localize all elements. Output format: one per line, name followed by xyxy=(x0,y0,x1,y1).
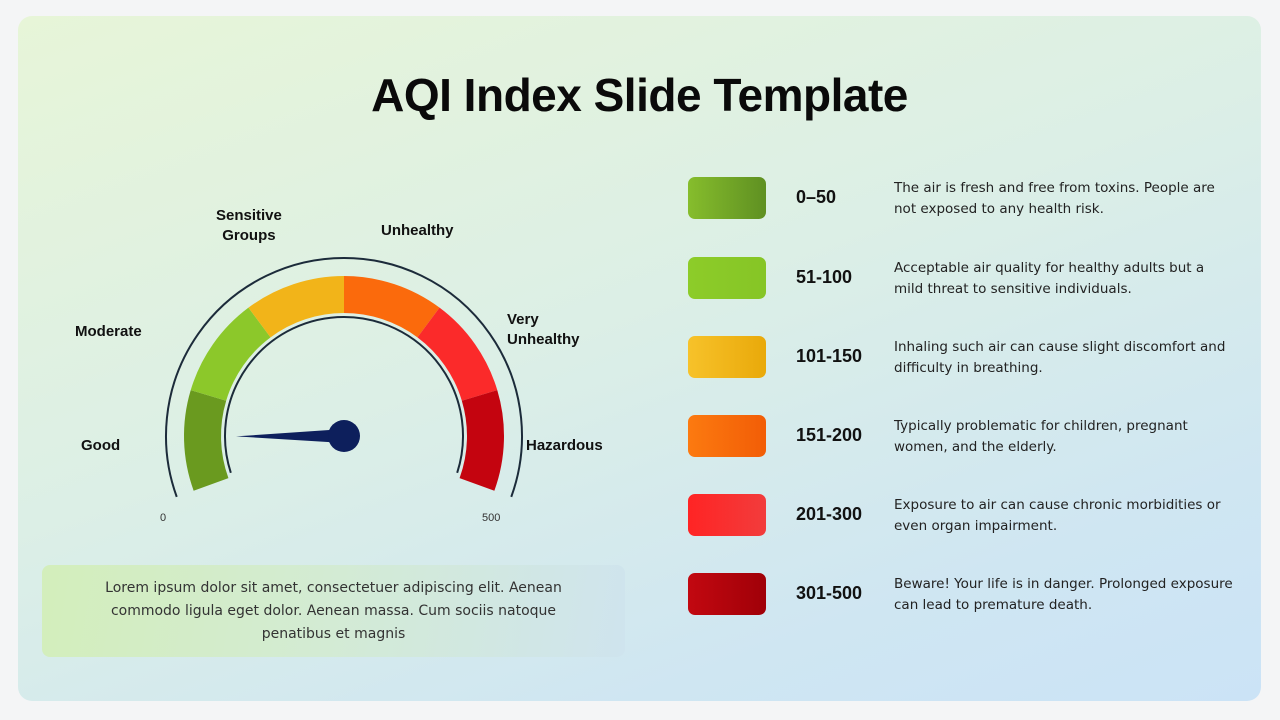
gauge-segment-hazardous xyxy=(459,390,504,491)
legend-range: 201-300 xyxy=(796,504,863,524)
aqi-gauge: Good Moderate Sensitive Groups Unhealthy… xyxy=(18,16,658,556)
gauge-needle xyxy=(236,429,345,443)
legend-swatch xyxy=(688,177,766,219)
legend-range: 151-200 xyxy=(796,425,863,445)
gauge-label-very-unhealthy: Very Unhealthy xyxy=(507,311,580,348)
note-text: Lorem ipsum dolor sit amet, consectetuer… xyxy=(105,579,562,642)
gauge-segment-moderate xyxy=(190,307,271,401)
gauge-max-label: 500 xyxy=(482,512,501,524)
legend-desc: Exposure to air can cause chronic morbid… xyxy=(894,497,1221,534)
legend-desc: The air is fresh and free from toxins. P… xyxy=(894,180,1215,217)
gauge-label-good: Good xyxy=(81,437,121,454)
gauge-outer-rim xyxy=(165,257,523,498)
gauge-label-hazardous: Hazardous xyxy=(526,437,603,454)
gauge-segment-good xyxy=(184,390,229,491)
gauge-label-sensitive-groups: Sensitive Groups xyxy=(216,207,282,244)
legend-desc: Inhaling such air can cause slight disco… xyxy=(894,339,1226,376)
legend-desc: Beware! Your life is in danger. Prolonge… xyxy=(894,576,1233,613)
legend-swatch xyxy=(688,415,766,457)
legend-row: 151-200 Typically problematic for childr… xyxy=(688,414,1248,458)
legend-row: 101-150 Inhaling such air can cause slig… xyxy=(688,335,1248,379)
gauge-needle-hub xyxy=(328,420,360,452)
gauge-segment-unhealthy xyxy=(344,276,440,338)
gauge-segment-sensitive xyxy=(248,276,344,338)
legend-swatch xyxy=(688,573,766,615)
legend-row: 51-100 Acceptable air quality for health… xyxy=(688,256,1248,300)
legend-range: 0–50 xyxy=(796,187,837,207)
slide-title: AQI Index Slide Template xyxy=(371,69,908,121)
legend-swatch xyxy=(688,257,766,299)
gauge-min-label: 0 xyxy=(160,512,167,524)
legend-desc: Acceptable air quality for healthy adult… xyxy=(894,260,1205,297)
legend-swatch xyxy=(688,336,766,378)
gauge-inner-rim xyxy=(224,316,464,474)
legend-desc: Typically problematic for children, preg… xyxy=(894,418,1188,455)
legend-row: 0–50 The air is fresh and free from toxi… xyxy=(688,176,1248,220)
slide: AQI Index Slide Template Good Moderate S… xyxy=(18,16,1261,701)
legend-range: 301-500 xyxy=(796,583,863,603)
legend-row: 201-300 Exposure to air can cause chroni… xyxy=(688,493,1248,537)
gauge-label-moderate: Moderate xyxy=(75,323,142,340)
gauge-label-unhealthy: Unhealthy xyxy=(381,222,454,239)
legend-range: 51-100 xyxy=(796,267,853,287)
gauge-graphic xyxy=(165,257,523,498)
legend-swatch xyxy=(688,494,766,536)
legend-range: 101-150 xyxy=(796,346,863,366)
gauge-segment-very-unhealthy xyxy=(417,307,498,401)
legend-row: 301-500 Beware! Your life is in danger. … xyxy=(688,572,1248,616)
note-box: Lorem ipsum dolor sit amet, consectetuer… xyxy=(42,565,625,657)
